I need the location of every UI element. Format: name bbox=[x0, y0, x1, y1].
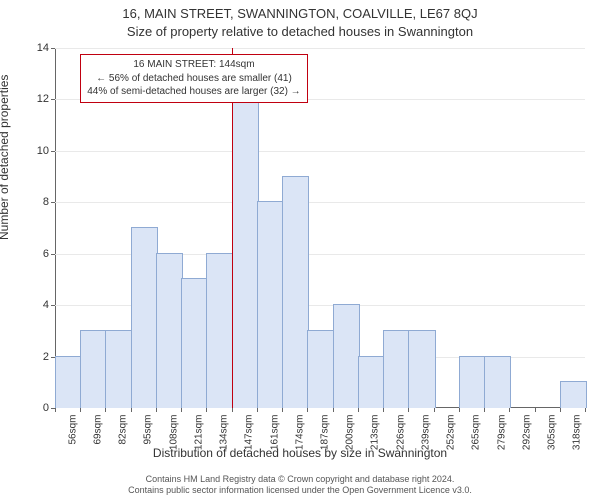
bar bbox=[232, 98, 259, 408]
xtick-label: 134sqm bbox=[217, 415, 230, 451]
ytick-label: 8 bbox=[43, 196, 55, 208]
xtick-mark bbox=[333, 408, 334, 412]
xtick-label: 187sqm bbox=[318, 415, 331, 451]
info-box-line-3: 44% of semi-detached houses are larger (… bbox=[87, 85, 300, 99]
xtick-mark bbox=[307, 408, 308, 412]
bar bbox=[156, 253, 183, 408]
bar bbox=[206, 253, 233, 408]
xtick-label: 279sqm bbox=[494, 415, 507, 451]
footer-line-2: Contains public sector information licen… bbox=[0, 485, 600, 496]
bar bbox=[131, 227, 158, 408]
ytick-label: 14 bbox=[37, 42, 55, 54]
xtick-label: 95sqm bbox=[141, 415, 154, 445]
bar bbox=[55, 356, 82, 408]
xtick-mark bbox=[131, 408, 132, 412]
info-box-line-1: 16 MAIN STREET: 144sqm bbox=[87, 58, 300, 72]
xtick-label: 121sqm bbox=[191, 415, 204, 451]
xtick-mark bbox=[156, 408, 157, 412]
bar bbox=[105, 330, 132, 408]
info-box: 16 MAIN STREET: 144sqm← 56% of detached … bbox=[80, 54, 307, 103]
xtick-label: 69sqm bbox=[90, 415, 103, 445]
bar bbox=[80, 330, 107, 408]
xtick-label: 252sqm bbox=[444, 415, 457, 451]
bar bbox=[181, 278, 208, 408]
xtick-mark bbox=[80, 408, 81, 412]
xtick-label: 200sqm bbox=[343, 415, 356, 451]
chart-title-sub: Size of property relative to detached ho… bbox=[0, 24, 600, 39]
bar bbox=[459, 356, 486, 408]
xtick-label: 265sqm bbox=[469, 415, 482, 451]
xtick-label: 226sqm bbox=[393, 415, 406, 451]
bar bbox=[282, 176, 309, 408]
xtick-label: 305sqm bbox=[545, 415, 558, 451]
xtick-label: 318sqm bbox=[570, 415, 583, 451]
xtick-mark bbox=[408, 408, 409, 412]
xtick-mark bbox=[484, 408, 485, 412]
xtick-mark bbox=[383, 408, 384, 412]
footer-attribution: Contains HM Land Registry data © Crown c… bbox=[0, 474, 600, 497]
xtick-mark bbox=[282, 408, 283, 412]
xtick-mark bbox=[509, 408, 510, 412]
info-box-line-2: ← 56% of detached houses are smaller (41… bbox=[87, 72, 300, 86]
xtick-label: 161sqm bbox=[267, 415, 280, 451]
xtick-label: 82sqm bbox=[116, 415, 129, 445]
bar bbox=[484, 356, 511, 408]
xtick-mark bbox=[232, 408, 233, 412]
xtick-label: 56sqm bbox=[65, 415, 78, 445]
bar bbox=[257, 201, 284, 408]
ytick-label: 0 bbox=[43, 402, 55, 414]
bar bbox=[408, 330, 435, 408]
xtick-mark bbox=[257, 408, 258, 412]
xtick-label: 292sqm bbox=[519, 415, 532, 451]
xtick-label: 239sqm bbox=[418, 415, 431, 451]
xtick-mark bbox=[181, 408, 182, 412]
bar bbox=[383, 330, 410, 408]
y-axis-label: Number of detached properties bbox=[0, 75, 11, 240]
ytick-label: 4 bbox=[43, 299, 55, 311]
xtick-mark bbox=[585, 408, 586, 412]
plot-area: 0246810121456sqm69sqm82sqm95sqm108sqm121… bbox=[55, 48, 585, 408]
chart-container: 16, MAIN STREET, SWANNINGTON, COALVILLE,… bbox=[0, 0, 600, 500]
xtick-mark bbox=[206, 408, 207, 412]
xtick-mark bbox=[434, 408, 435, 412]
xtick-mark bbox=[535, 408, 536, 412]
ytick-label: 10 bbox=[37, 145, 55, 157]
xtick-label: 174sqm bbox=[292, 415, 305, 451]
chart-title-main: 16, MAIN STREET, SWANNINGTON, COALVILLE,… bbox=[0, 6, 600, 21]
xtick-label: 147sqm bbox=[242, 415, 255, 451]
bar bbox=[560, 381, 587, 408]
xtick-mark bbox=[459, 408, 460, 412]
xtick-mark bbox=[358, 408, 359, 412]
footer-line-1: Contains HM Land Registry data © Crown c… bbox=[0, 474, 600, 485]
xtick-mark bbox=[55, 408, 56, 412]
ytick-label: 12 bbox=[37, 93, 55, 105]
bar bbox=[307, 330, 334, 408]
bar bbox=[358, 356, 385, 408]
xtick-label: 213sqm bbox=[368, 415, 381, 451]
x-axis-label: Distribution of detached houses by size … bbox=[0, 446, 600, 460]
xtick-mark bbox=[560, 408, 561, 412]
ytick-label: 6 bbox=[43, 248, 55, 260]
xtick-mark bbox=[105, 408, 106, 412]
bar bbox=[333, 304, 360, 408]
xtick-label: 108sqm bbox=[166, 415, 179, 451]
ytick-label: 2 bbox=[43, 351, 55, 363]
